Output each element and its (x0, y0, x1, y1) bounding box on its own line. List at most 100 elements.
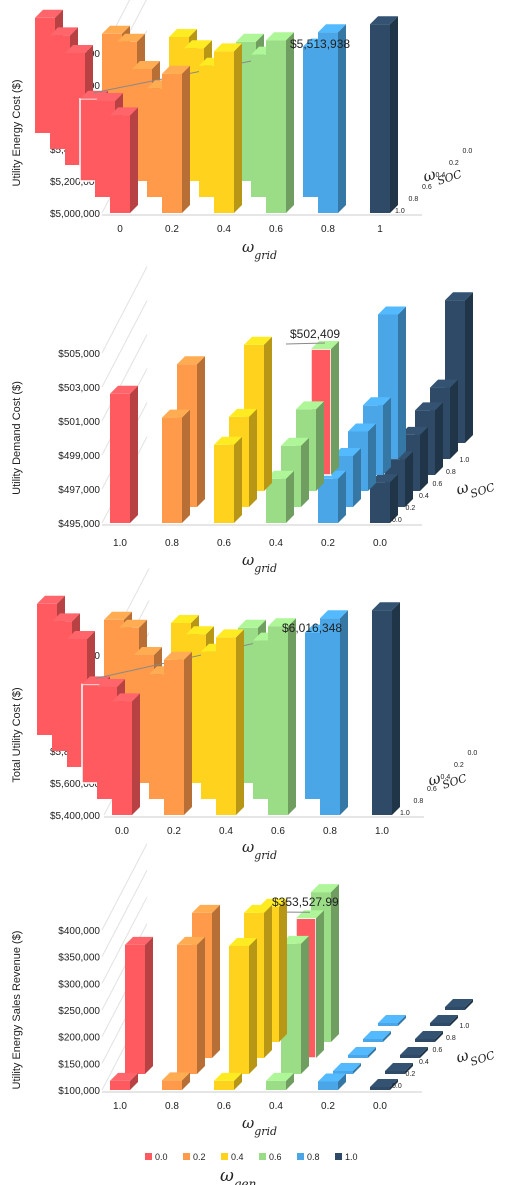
bar-side (264, 904, 272, 1058)
x-axis-label: ωgrid (242, 238, 277, 262)
z-tick-label: 0.6 (433, 481, 443, 488)
bar-side (286, 470, 294, 523)
bar (214, 1072, 242, 1090)
bar-front (370, 482, 390, 523)
bar-side (197, 936, 205, 1074)
z-tick-label: 1.0 (400, 810, 410, 817)
bar-side (398, 306, 406, 459)
y-tick-label: $505,000 (58, 349, 100, 360)
z-tick-label: 0.0 (392, 1083, 402, 1090)
bar-front (318, 32, 338, 214)
bar-top (214, 436, 242, 445)
z-tick-label: 0.4 (419, 493, 429, 500)
x-tick-label: 1 (377, 224, 383, 235)
bar-top (229, 408, 257, 417)
z-tick-label: 1.0 (460, 457, 470, 464)
bar (370, 1079, 398, 1090)
bar-top (184, 40, 212, 49)
gridline (101, 266, 148, 354)
bar-side (368, 423, 376, 491)
bar (266, 470, 294, 523)
bar-top (132, 61, 160, 69)
bar-front (229, 946, 249, 1074)
bar-side (212, 904, 220, 1058)
chart-3: $5,400,000$5,600,000$5,800,000$6,000,000… (11, 568, 477, 862)
y-tick-label: $499,000 (58, 451, 100, 462)
x-axis-label: ωgrid (242, 551, 277, 575)
chart-1: $5,000,000$5,200,000$5,400,000$5,600,000… (11, 0, 473, 262)
bar-top (192, 904, 220, 913)
gridline (101, 334, 148, 422)
z-tick-label: 0.0 (463, 148, 473, 155)
bar-side (390, 1079, 398, 1090)
bar-front (333, 1071, 353, 1074)
bar-top (363, 397, 391, 406)
x-tick-label: 0.8 (323, 826, 337, 837)
bar-top (430, 1015, 458, 1023)
bar (110, 1072, 138, 1090)
bar-side (145, 936, 153, 1074)
x-tick-label: 0.4 (219, 826, 233, 837)
bar-side (420, 426, 428, 491)
bar-side (405, 1063, 413, 1074)
bar-side (130, 385, 138, 523)
bar-side (338, 470, 346, 523)
bar (370, 16, 398, 214)
bar-side (390, 16, 398, 214)
x-tick-label: 0.8 (165, 1101, 179, 1112)
y-tick-label: $5,200,000 (50, 177, 100, 188)
y-tick-label: $350,000 (58, 953, 100, 964)
z-tick-label: 0.4 (441, 774, 451, 781)
z-tick-label: 0.6 (422, 184, 432, 191)
bar (112, 693, 140, 815)
y-tick-label: $5,000,000 (50, 209, 100, 220)
bar-front (112, 701, 132, 815)
y-axis-label: Utility Demand Cost ($) (11, 381, 23, 495)
bar-front (370, 1087, 390, 1090)
bar-top (311, 884, 339, 893)
bar (110, 385, 138, 523)
legend-swatch (145, 1153, 152, 1160)
bar-top (370, 1079, 398, 1087)
bar (164, 651, 192, 815)
bar (363, 1031, 391, 1042)
y-tick-label: $5,400,000 (50, 811, 100, 822)
x-tick-label: 0.4 (269, 1101, 283, 1112)
gridline (101, 870, 148, 957)
bar-side (353, 448, 361, 507)
legend-swatch (297, 1153, 304, 1160)
bar-side (338, 24, 346, 214)
bar-front (125, 944, 145, 1074)
bar-top (110, 1072, 138, 1081)
bar-front (214, 1080, 234, 1090)
y-axis-label: Total Utility Cost ($) (11, 687, 23, 782)
bar-side (286, 1072, 294, 1090)
z-tick-label: 0.6 (427, 786, 437, 793)
bar-front (266, 1080, 286, 1090)
bar-top (372, 602, 400, 611)
bar-side (236, 629, 244, 815)
z-tick-label: 1.0 (460, 1023, 470, 1030)
annotation-label: $502,409 (290, 327, 340, 341)
bar-front (110, 393, 130, 523)
bar-top (177, 936, 205, 945)
bar-side (279, 898, 287, 1042)
legend-swatch (221, 1153, 228, 1160)
bar-top (162, 409, 190, 418)
bar-front (445, 1007, 465, 1010)
bar (177, 936, 205, 1074)
bar (415, 1031, 443, 1042)
z-tick-label: 0.0 (392, 517, 402, 524)
y-tick-label: $5,600,000 (50, 779, 100, 790)
bar-side (234, 1072, 242, 1090)
legend-swatch (183, 1153, 190, 1160)
annotation-label: $6,016,348 (282, 621, 342, 635)
bar (162, 409, 190, 523)
y-tick-label: $200,000 (58, 1033, 100, 1044)
bar-top (244, 904, 272, 913)
bar-top (236, 33, 264, 42)
bar (430, 1015, 458, 1026)
bar-side (264, 336, 272, 491)
z-tick-label: 0.6 (433, 1047, 443, 1054)
